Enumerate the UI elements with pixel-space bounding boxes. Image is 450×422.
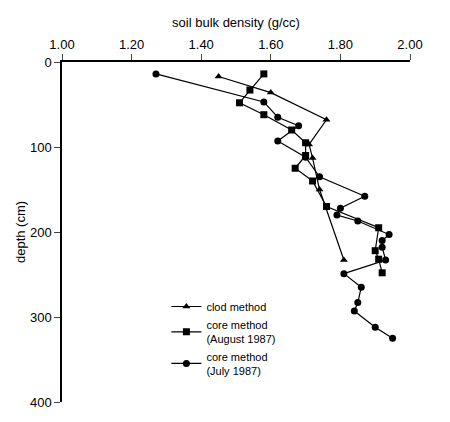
svg-text:1.60: 1.60 — [258, 37, 283, 52]
svg-text:300: 300 — [30, 310, 52, 325]
svg-text:depth (cm): depth (cm) — [13, 201, 28, 263]
svg-text:1.20: 1.20 — [119, 37, 144, 52]
svg-text:1.00: 1.00 — [49, 37, 74, 52]
svg-text:clod method: clod method — [206, 301, 266, 313]
svg-text:200: 200 — [30, 225, 52, 240]
svg-text:soil bulk density (g/cc): soil bulk density (g/cc) — [172, 15, 300, 30]
svg-text:400: 400 — [30, 395, 52, 410]
svg-text:0: 0 — [44, 55, 51, 70]
svg-text:2.00: 2.00 — [397, 37, 422, 52]
svg-text:1.80: 1.80 — [328, 37, 353, 52]
svg-text:1.40: 1.40 — [189, 37, 214, 52]
svg-text:core method(August 1987): core method(August 1987) — [206, 319, 275, 345]
svg-text:100: 100 — [30, 140, 52, 155]
svg-text:core method(July 1987): core method(July 1987) — [206, 351, 267, 377]
